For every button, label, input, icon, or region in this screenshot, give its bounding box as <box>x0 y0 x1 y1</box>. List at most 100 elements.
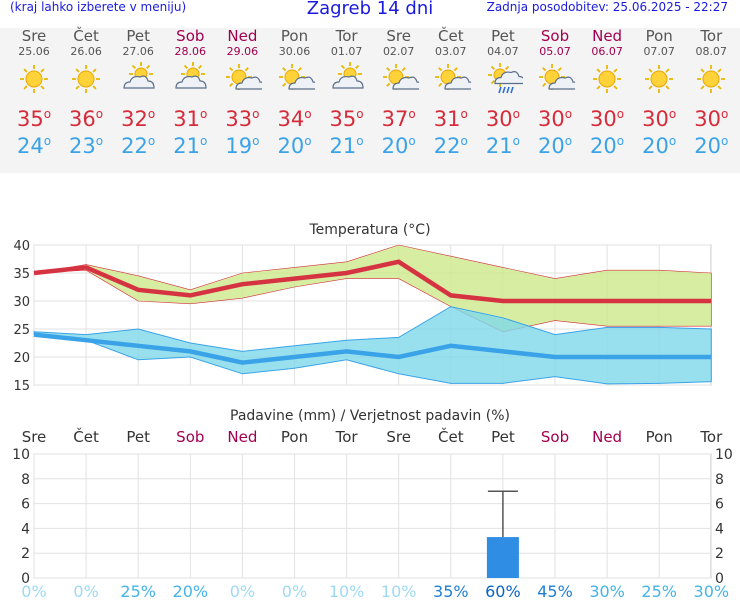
temperature-chart-title: Temperatura (°C) <box>308 222 430 238</box>
low-temp-value: 20 <box>642 134 669 158</box>
y-tick-label-right: 10 <box>715 447 733 463</box>
y-tick-label: 15 <box>13 379 30 394</box>
degree-symbol: o <box>95 134 104 148</box>
high-temp: 30o <box>633 99 686 131</box>
low-temp-value: 24 <box>16 134 44 158</box>
sun-rain-icon <box>476 59 529 99</box>
high-temp-value: 30 <box>485 107 513 131</box>
day-label: Ned <box>227 428 257 446</box>
degree-symbol: o <box>199 107 208 121</box>
day-column: Sob 05.07 30o 20o <box>529 28 582 158</box>
y-tick-label: 6 <box>21 497 30 513</box>
day-column: Sre 02.07 37o 20o <box>372 28 425 158</box>
plot-area <box>33 453 712 579</box>
degree-symbol: o <box>43 134 52 148</box>
precipitation-chart-title: Padavine (mm) / Verjetnost padavin (%) <box>230 408 510 424</box>
page-title: Zagreb 14 dni <box>306 0 434 19</box>
day-column: Ned 29.06 33o 19o <box>216 28 269 158</box>
high-temp-value: 30 <box>537 107 565 131</box>
probability-label: 0% <box>21 582 46 600</box>
high-temp: 31o <box>164 99 217 131</box>
degree-symbol: o <box>720 107 729 121</box>
probability-label: 45% <box>537 582 573 600</box>
day-column: Tor 01.07 35o 21o <box>320 27 373 159</box>
low-temp: 20o <box>372 127 425 158</box>
sun-icon <box>60 59 113 99</box>
low-temp: 20o <box>581 127 634 158</box>
y-tick-label-right: 0 <box>715 571 724 587</box>
high-temp: 30o <box>476 99 529 131</box>
probability-label: 60% <box>485 582 521 600</box>
low-temp-value: 21 <box>173 134 200 158</box>
day-date: 04.07 <box>487 45 519 58</box>
y-tick-label-right: 6 <box>715 497 724 513</box>
day-name: Pon <box>645 27 673 45</box>
high-temp-value: 31 <box>433 107 461 131</box>
day-name: Sre <box>21 27 47 45</box>
temperature-lines <box>33 259 712 365</box>
day-label: Čet <box>73 427 99 446</box>
degree-symbol: o <box>147 134 156 148</box>
day-column: Sre 25.06 35o 24o <box>8 27 61 159</box>
day-column: Čet 03.07 31o 22o <box>424 27 477 158</box>
probability-label: 30% <box>694 582 730 600</box>
high-temp-value: 30 <box>642 107 669 131</box>
day-name: Tor <box>335 27 358 45</box>
low-temp: 20o <box>685 127 738 158</box>
low-temp-value: 20 <box>590 134 617 158</box>
degree-symbol: o <box>460 107 468 121</box>
degree-symbol: o <box>304 134 312 148</box>
low-temp-value: 21 <box>329 134 357 158</box>
low-temp-range <box>33 306 712 385</box>
day-name: Ned <box>592 27 623 45</box>
day-column: Sob 28.06 31o 21o <box>164 28 217 159</box>
day-name: Čet <box>438 27 464 45</box>
degree-symbol: o <box>668 134 677 148</box>
high-temp: 32o <box>112 99 165 131</box>
day-column: Ned 06.07 30o 20o <box>581 27 634 159</box>
degree-symbol: o <box>564 134 573 148</box>
probability-label: 0% <box>73 582 98 600</box>
low-temp: 22o <box>424 127 477 158</box>
degree-symbol: o <box>95 107 104 121</box>
low-temp-value: 21 <box>485 134 513 158</box>
day-name: Tor <box>700 27 723 45</box>
day-date: 01.07 <box>330 45 363 58</box>
y-tick-label-right: 2 <box>715 546 724 562</box>
low-temp: 19o <box>216 127 269 158</box>
menu-hint: (kraj lahko izberete v meniju) <box>10 0 187 14</box>
sun-icon <box>685 59 738 99</box>
y-tick-label: 25 <box>13 323 30 338</box>
probability-label: 10% <box>381 582 417 600</box>
precipitation-y-ticks: 0 0 2 2 4 4 6 6 8 8 10 10 <box>12 447 733 587</box>
low-temp-value: 23 <box>69 134 96 158</box>
probability-label: 0% <box>230 582 255 600</box>
y-tick-label: 20 <box>13 351 30 366</box>
last-update: Zadnja posodobitev: 25.06.2025 - 22:27 <box>486 0 728 14</box>
low-temp: 20o <box>529 127 582 158</box>
y-tick-label: 10 <box>12 447 30 463</box>
day-label: Sob <box>176 428 204 446</box>
day-label: Tor <box>699 428 723 446</box>
degree-symbol: o <box>252 134 260 148</box>
high-temp-value: 32 <box>121 107 148 131</box>
probability-label: 35% <box>433 582 469 600</box>
day-label: Sre <box>386 428 411 446</box>
high-temp: 35o <box>8 99 61 131</box>
degree-symbol: o <box>199 134 208 148</box>
day-column: Pet 27.06 32o 22o <box>112 28 165 159</box>
high-temp: 31o <box>424 99 477 131</box>
high-temp-value: 35 <box>329 107 357 131</box>
precipitation-chart: Padavine (mm) / Verjetnost padavin (%) S… <box>12 408 733 600</box>
degree-symbol: o <box>616 134 625 148</box>
high-temp-value: 37 <box>381 107 409 131</box>
day-label: Pon <box>646 428 673 446</box>
sun-icon <box>633 59 686 99</box>
sun-icon <box>8 59 61 99</box>
high-temp-value: 35 <box>16 107 44 131</box>
low-temp: 24o <box>8 127 61 158</box>
low-temp-value: 22 <box>121 134 148 158</box>
header: (kraj lahko izberete v meniju) Zagreb 14… <box>0 0 740 22</box>
partly-sunny-icon <box>216 59 269 99</box>
degree-symbol: o <box>408 107 416 121</box>
